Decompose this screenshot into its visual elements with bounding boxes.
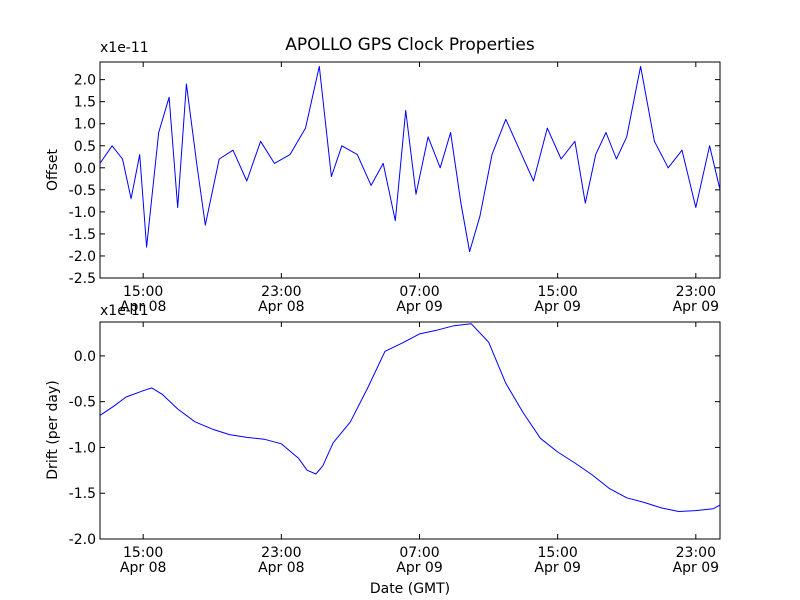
y-tick-label: -1.0 [69,205,96,221]
y-tick-label: -1.5 [69,486,96,502]
drift-plot-area [99,321,721,540]
y-tick-label: -1.0 [69,440,96,456]
drift-axes-frame [99,321,721,540]
y-tick-label: -0.5 [69,395,96,411]
y-tick-label: -2.0 [69,532,96,548]
y-tick-label: 1.0 [74,117,96,133]
x-tick-date-label: Apr 08 [120,560,166,576]
x-tick-time-label: 15:00 [537,545,577,561]
drift-scale-label: x1e-11 [100,303,149,319]
x-tick-date-label: Apr 09 [396,299,442,315]
x-tick-time-label: 23:00 [676,284,716,300]
x-tick-time-label: 15:00 [123,545,163,561]
x-tick-date-label: Apr 08 [258,299,304,315]
chart-title: APOLLO GPS Clock Properties [285,35,535,55]
y-tick-label: 0.5 [74,139,96,155]
x-tick-date-label: Apr 09 [396,560,442,576]
y-tick-label: -2.5 [69,271,96,287]
x-tick-time-label: 07:00 [399,284,439,300]
drift-panel: x1e-11 Drift (per day) [45,303,721,540]
x-tick-time-label: 15:00 [123,284,163,300]
y-tick-label: -2.0 [69,249,96,265]
offset-plot-area [99,61,721,279]
x-tick-time-label: 15:00 [537,284,577,300]
offset-panel: x1e-11 Offset [45,40,721,279]
y-tick-label: -1.5 [69,227,96,243]
offset-series-line [99,65,721,253]
y-tick-label: 0.0 [74,349,96,365]
x-tick-date-label: Apr 09 [534,299,580,315]
x-tick-time-label: 07:00 [399,545,439,561]
drift-ylabel: Drift (per day) [45,380,61,479]
x-tick-date-label: Apr 09 [534,560,580,576]
x-tick-date-label: Apr 09 [673,560,719,576]
y-tick-label: 0.0 [74,161,96,177]
x-tick-time-label: 23:00 [261,284,301,300]
x-tick-date-label: Apr 09 [673,299,719,315]
offset-ylabel: Offset [45,148,61,191]
x-tick-time-label: 23:00 [261,545,301,561]
x-axis-label: Date (GMT) [370,581,450,597]
y-tick-label: 2.0 [74,73,96,89]
x-tick-date-label: Apr 08 [258,560,304,576]
offset-axes-frame [99,61,721,279]
y-tick-label: -0.5 [69,183,96,199]
x-tick-date-label: Apr 08 [120,299,166,315]
x-tick-time-label: 23:00 [676,545,716,561]
drift-series-line [99,323,721,512]
y-tick-label: 1.5 [74,95,96,111]
offset-scale-label: x1e-11 [100,40,149,56]
